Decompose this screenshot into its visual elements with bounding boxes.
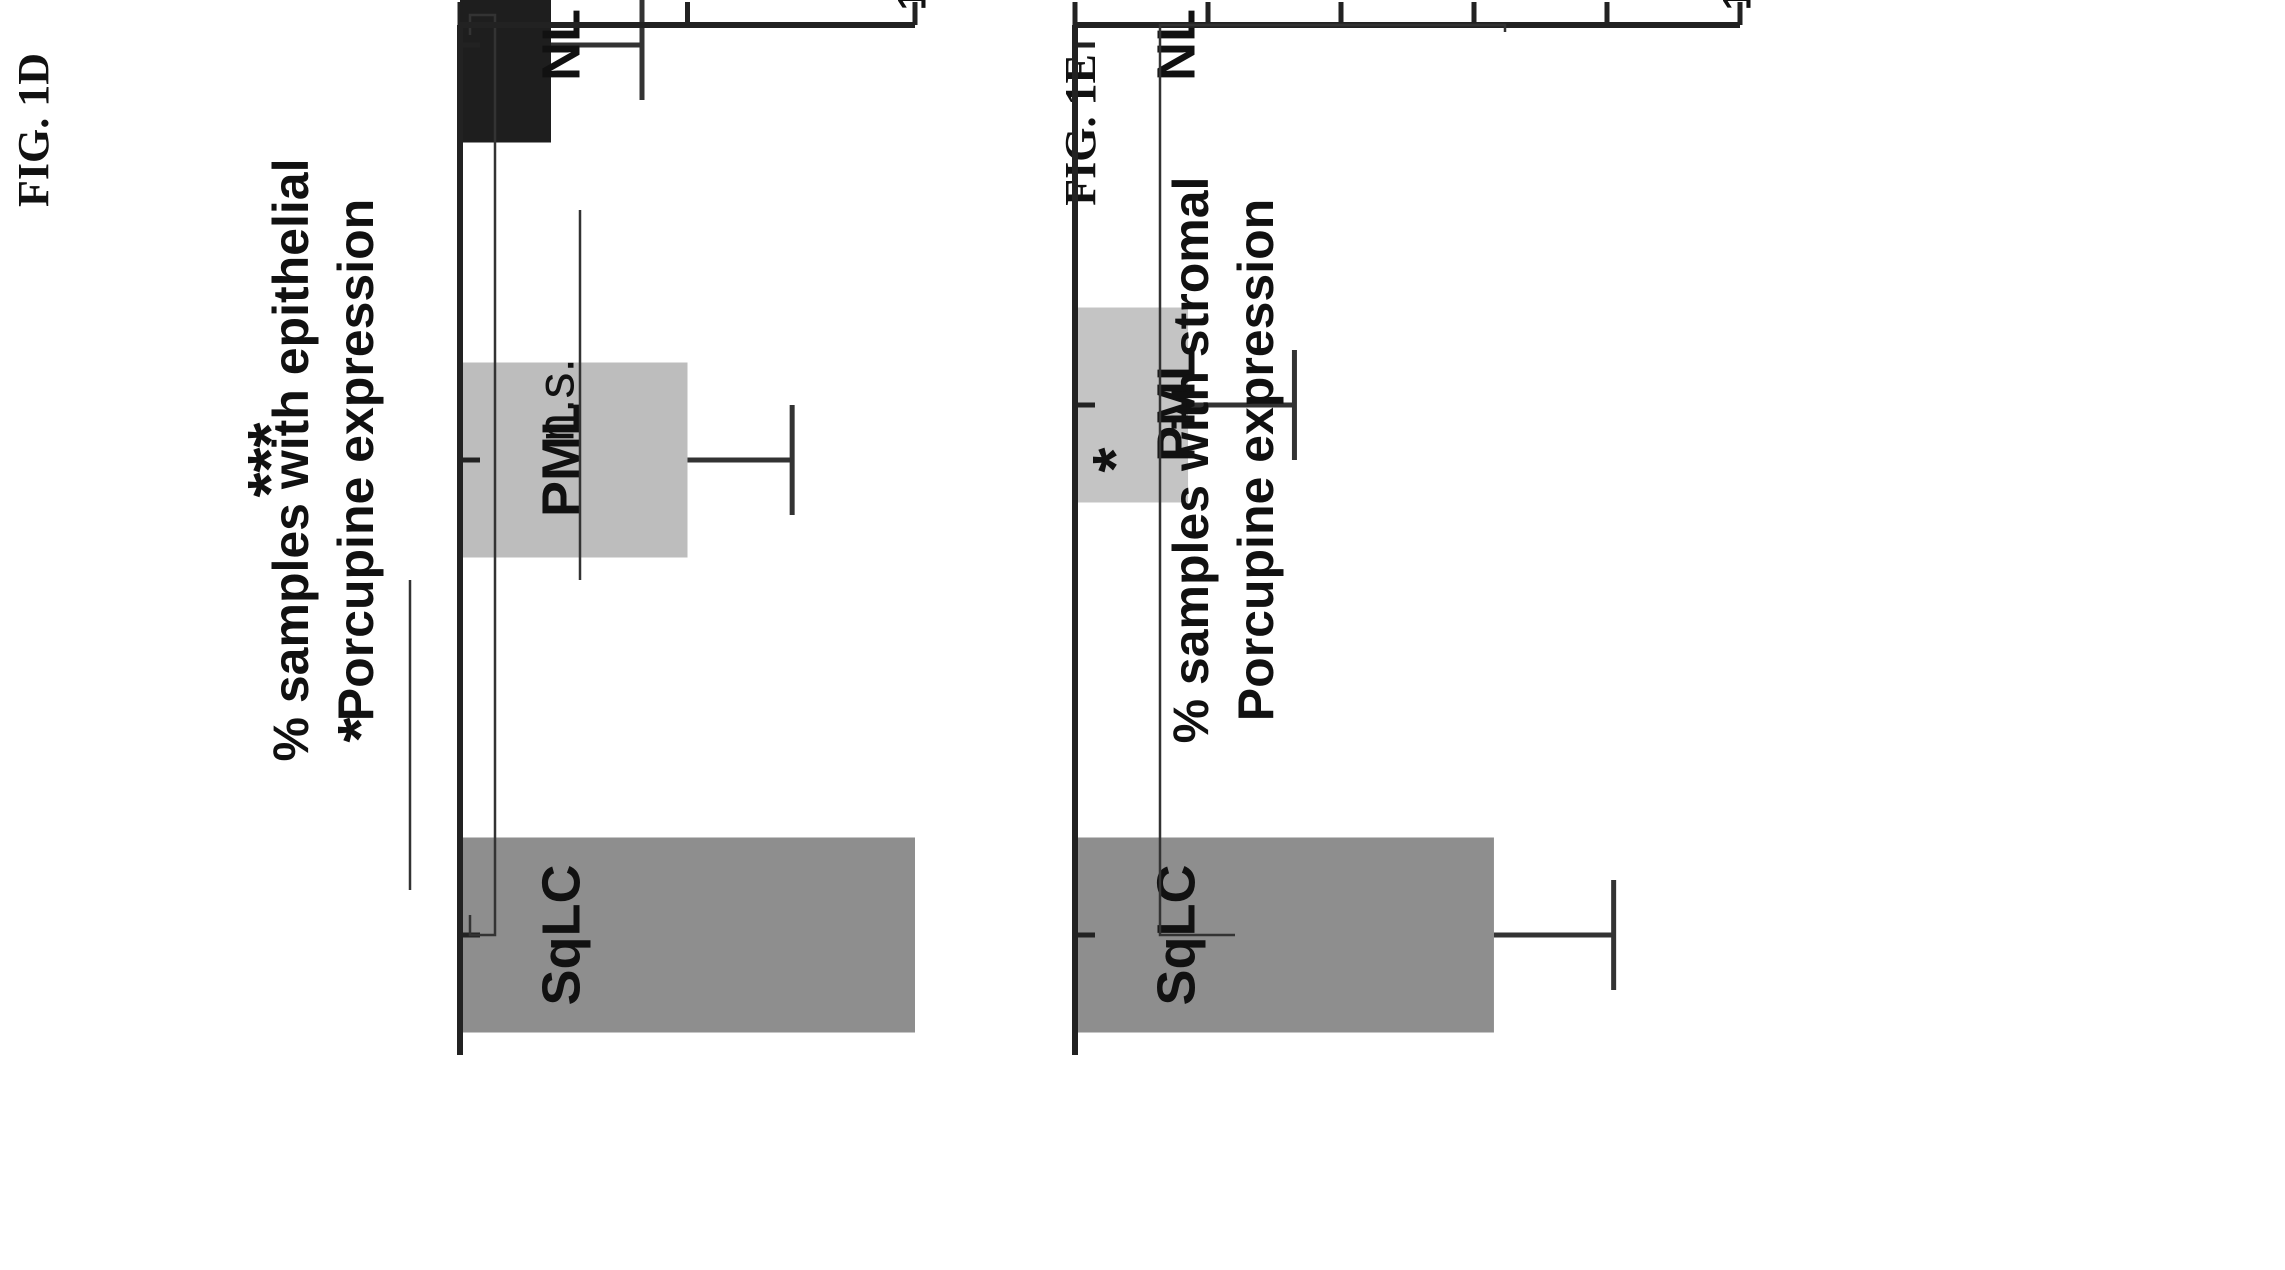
- x-label-1e-NL: NL: [1146, 9, 1206, 81]
- x-label-1e-PML: PML: [1146, 348, 1206, 462]
- y-ticks-1e: 020406080100: [1072, 0, 1760, 25]
- annotation-triple-star-text: ***: [234, 423, 306, 498]
- x-label-1d-PML: PML: [531, 403, 591, 517]
- annotation-star-text: *: [324, 717, 396, 742]
- y-axis-label-line2-1e: Porcupine expression: [1228, 199, 1284, 721]
- figure-label-1e: FIG. 1E: [1056, 54, 1105, 206]
- annotation-ns-text: n.s.: [528, 358, 586, 442]
- chart-1e: FIG. 1E 020406080100NLPMLSqLC% samples w…: [1056, 0, 1760, 1055]
- annotation-triple-star: ***: [234, 13, 497, 937]
- bracket-1e: [1158, 23, 1505, 937]
- chart-1d: FIG. 1D % samples with epithelial Porcup…: [9, 0, 935, 1055]
- y-axis-label-line1-1d: % samples with epithelial: [263, 159, 319, 762]
- x-labels-1d: NL PML SqLC: [460, 9, 591, 1006]
- y-tick-label-1d-100: 100: [891, 0, 935, 10]
- annotation-star-pml-sqlc: *: [324, 580, 412, 890]
- y-axis-label-line2-1d: Porcupine expression: [328, 199, 384, 721]
- bars-1e: [1075, 307, 1617, 1033]
- annotation-star-1e: *: [1079, 447, 1151, 472]
- y-tick-label-1e-100: 100: [1716, 0, 1760, 10]
- bar-1d-SqLC: [460, 837, 915, 1033]
- x-label-1d-NL: NL: [531, 9, 591, 81]
- annotation-ns: n.s.: [528, 210, 586, 580]
- figure-label-1d: FIG. 1D: [9, 53, 58, 207]
- y-axis-label-line1-1e: % samples with stromal: [1163, 177, 1219, 744]
- bars-1d: [460, 0, 915, 1033]
- bar-1d-PML: [460, 362, 688, 558]
- x-label-1d-SqLC: SqLC: [531, 865, 591, 1006]
- bar-1e-SqLC: [1075, 837, 1494, 1033]
